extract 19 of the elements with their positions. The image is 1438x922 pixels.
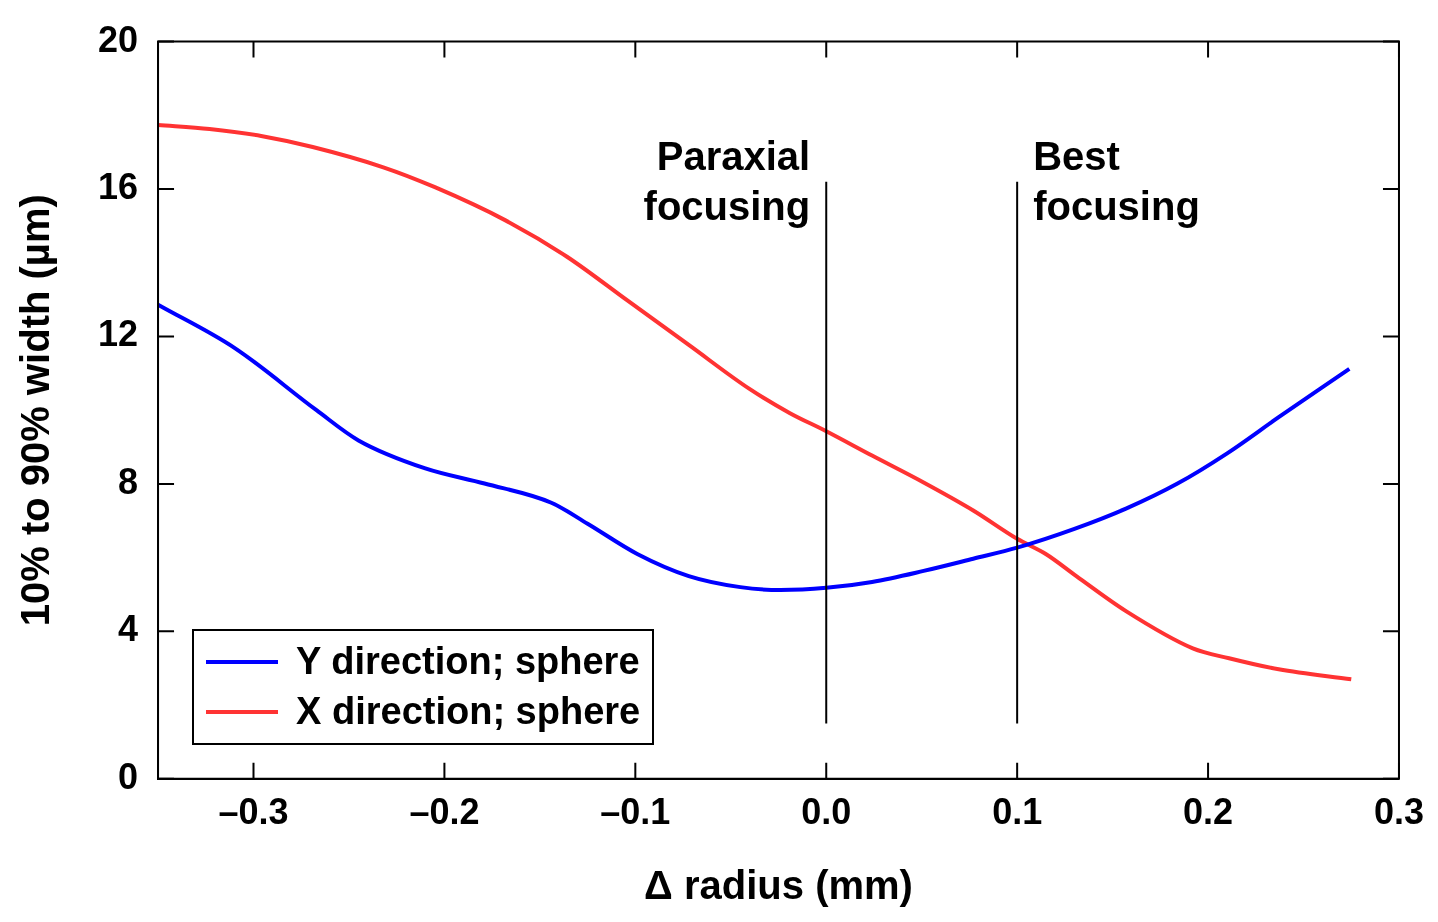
x-tick-label: 0.0 xyxy=(801,791,852,833)
x-tick-label: –0.3 xyxy=(218,791,289,833)
ref-line-label: Paraxial focusing xyxy=(643,133,811,228)
y-tick-label: 4 xyxy=(118,608,139,650)
x-axis-title: Δ radius (mm) xyxy=(644,863,913,908)
x-tick-label: –0.1 xyxy=(600,791,671,833)
legend-label: Y direction; sphere xyxy=(296,640,640,684)
x-tick-label: 0.3 xyxy=(1373,791,1424,833)
legend-label: X direction; sphere xyxy=(296,690,641,734)
y-tick-label: 16 xyxy=(98,165,139,207)
y-tick-label: 0 xyxy=(118,755,139,797)
ref-line-label: Best focusing xyxy=(1033,133,1200,228)
y-tick-label: 20 xyxy=(98,18,139,60)
x-tick-label: 0.1 xyxy=(992,791,1043,833)
y-tick-label: 12 xyxy=(98,313,139,355)
x-tick-label: –0.2 xyxy=(409,791,480,833)
y-tick-label: 8 xyxy=(118,460,139,502)
y-axis-title: 10% to 90% width (µm) xyxy=(13,194,58,627)
x-tick-label: 0.2 xyxy=(1183,791,1234,833)
